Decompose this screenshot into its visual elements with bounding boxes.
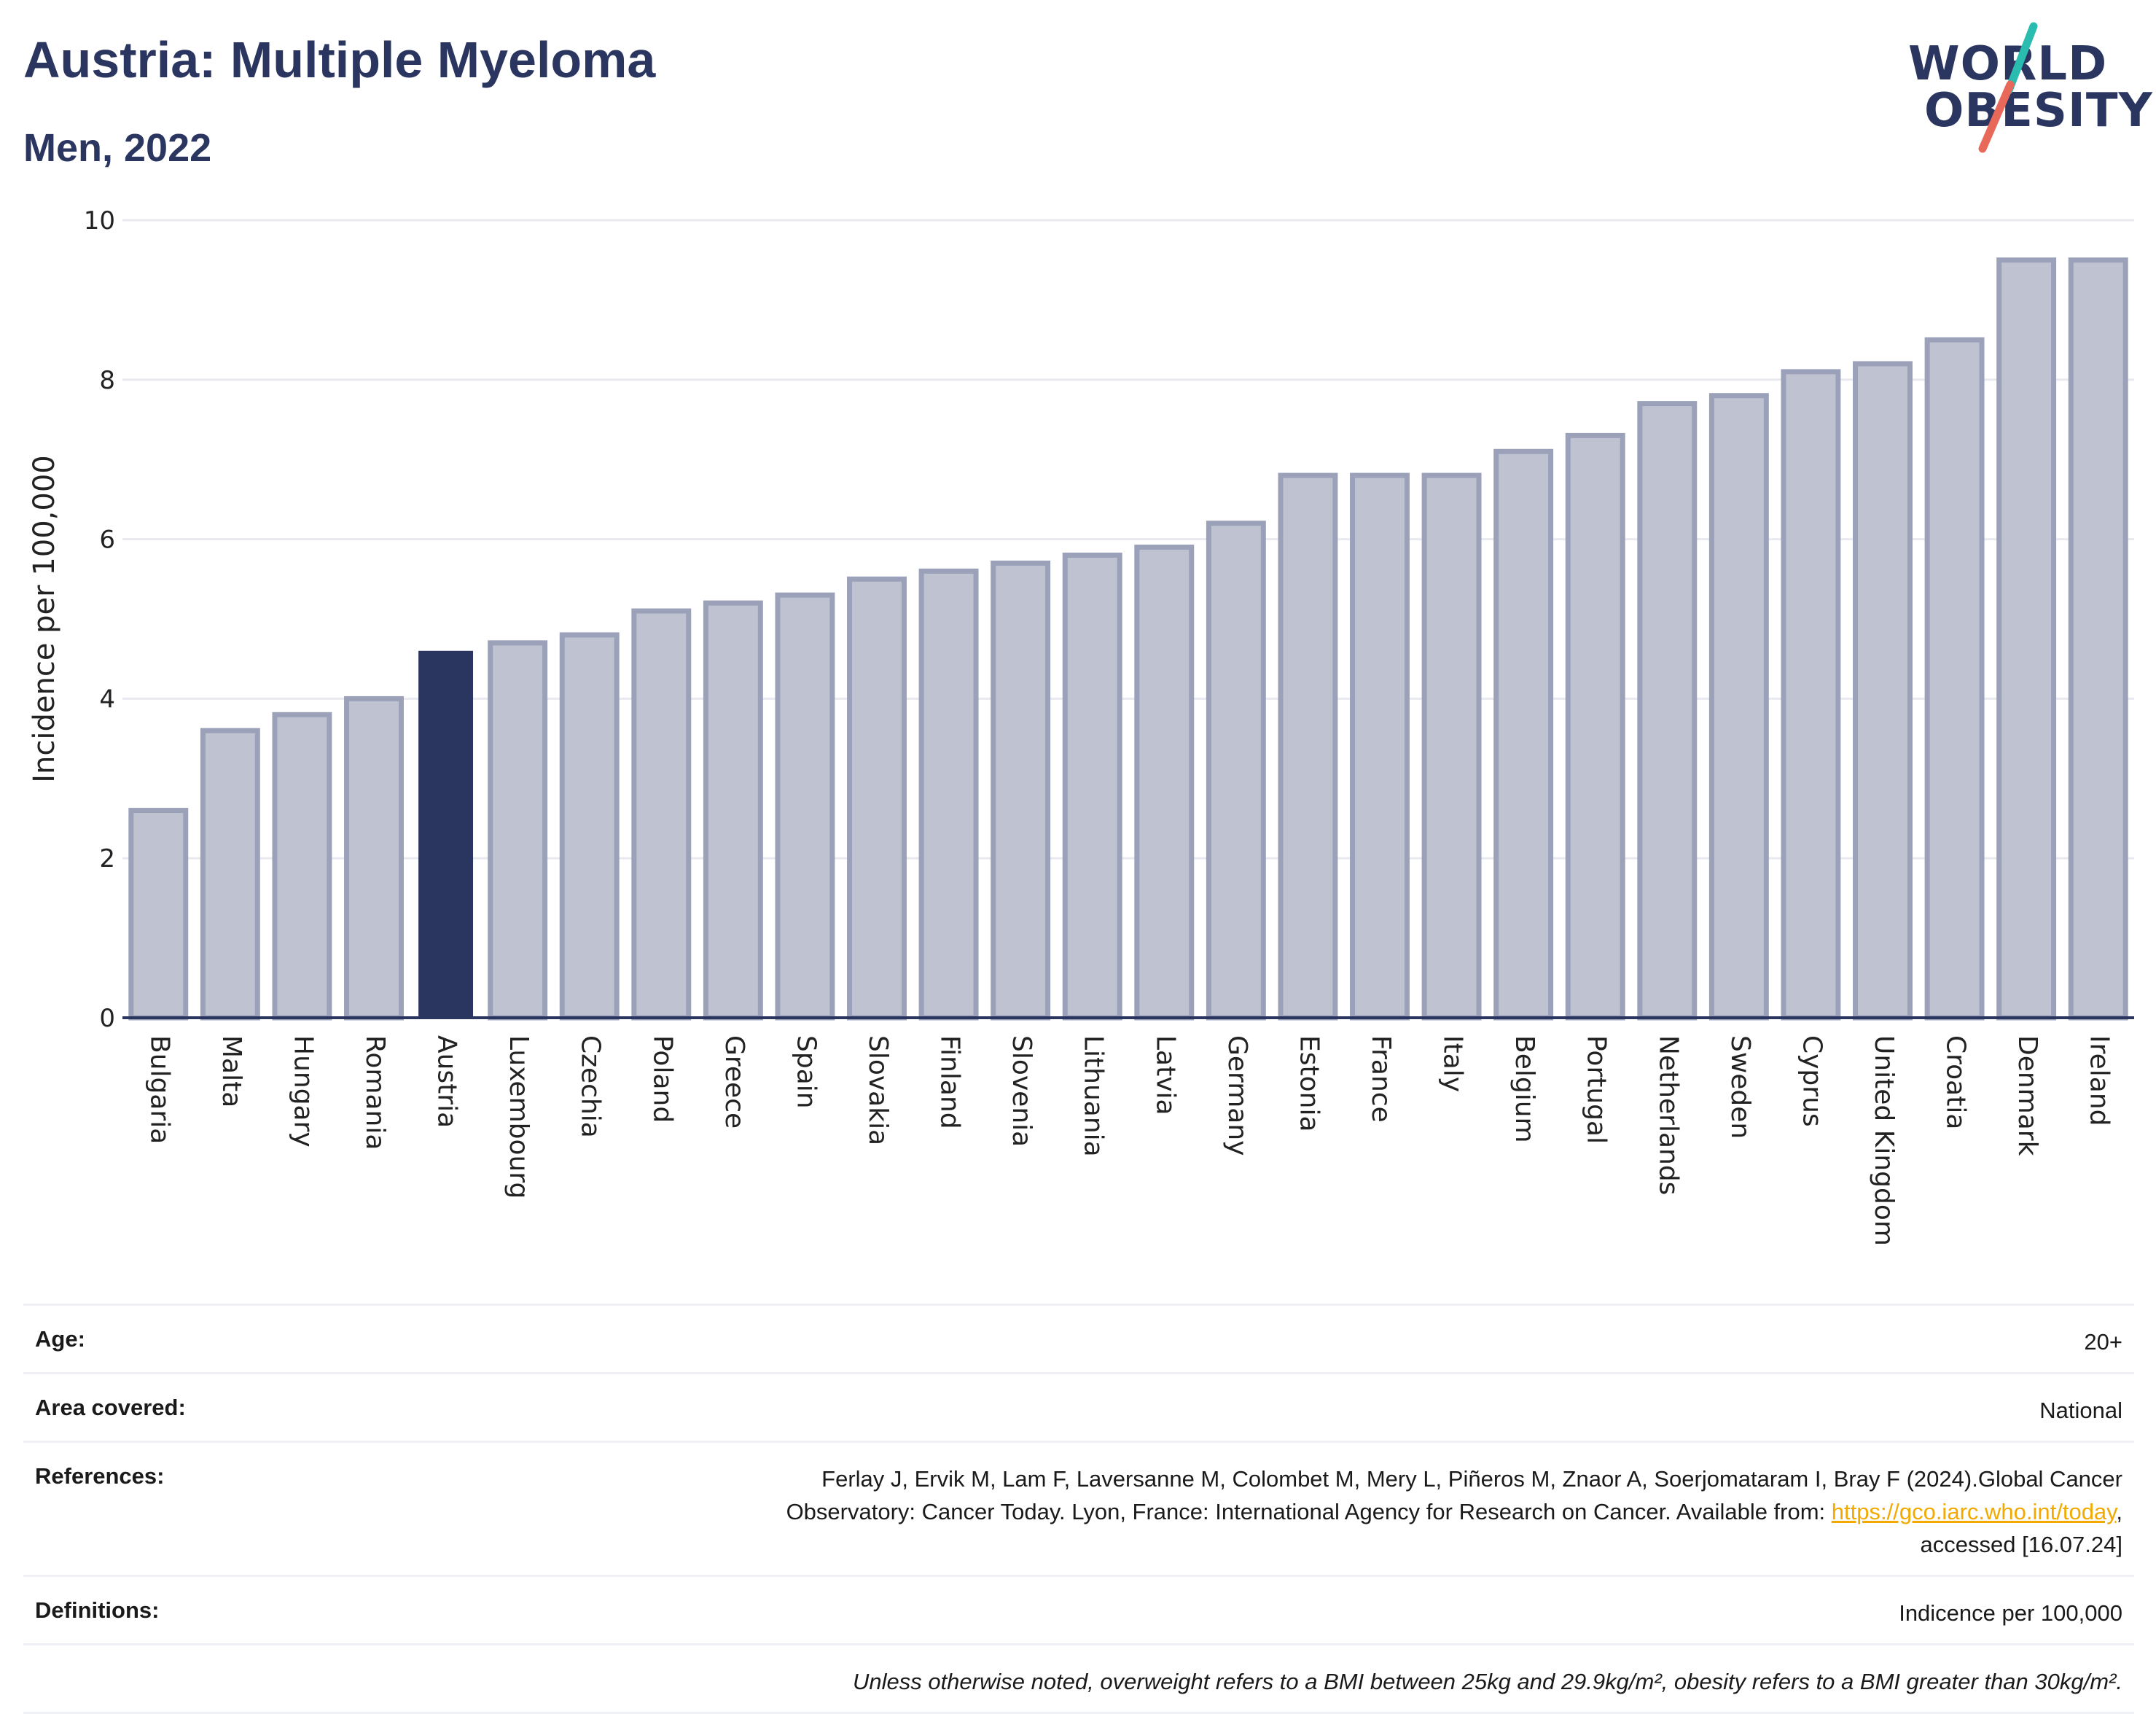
bar <box>272 712 332 1021</box>
bar <box>1493 448 1554 1021</box>
logo-word-obesity: OBESITY <box>1924 84 2153 138</box>
category-label: Italy <box>1438 1035 1468 1092</box>
reference-accessed: accessed [16.07.24] <box>1920 1531 2122 1557</box>
meta-age-label: Age: <box>35 1326 85 1352</box>
meta-definitions-value: Indicence per 100,000 <box>1899 1600 2122 1626</box>
logo-slash-teal <box>2004 22 2038 95</box>
logo-word-world: WORLD <box>1908 37 2108 91</box>
meta-definitions-label: Definitions: <box>35 1597 160 1623</box>
bar <box>1708 393 1769 1021</box>
bar <box>344 696 404 1021</box>
y-axis-title: Incidence per 100,000 <box>28 455 61 783</box>
category-label: Malta <box>216 1035 246 1107</box>
category-label: Sweden <box>1725 1035 1755 1139</box>
y-tick-label: 2 <box>99 844 115 873</box>
logo-slash-coral <box>1978 80 2015 153</box>
bar <box>1853 361 1913 1021</box>
category-label: Ireland <box>2085 1035 2114 1126</box>
bar <box>918 568 979 1021</box>
reference-comma: , <box>2116 1498 2122 1524</box>
reference-line-2: Observatory: Cancer Today. Lyon, France:… <box>786 1498 1832 1524</box>
category-label: Poland <box>647 1035 677 1123</box>
bar <box>488 640 548 1021</box>
bar <box>1637 401 1698 1021</box>
meta-row-references: References: Ferlay J, Ervik M, Lam F, La… <box>23 1440 2134 1575</box>
bar-chart: 0 2 4 6 8 10 Bulgaria Malta Hungary Romania Austri… <box>28 206 2134 1246</box>
category-label: Portugal <box>1582 1035 1612 1144</box>
y-tick-label: 6 <box>99 526 115 555</box>
category-label: Germany <box>1222 1035 1252 1156</box>
category-label: Slovenia <box>1007 1035 1036 1147</box>
meta-age-value: 20+ <box>2084 1329 2122 1355</box>
category-label: Lithuania <box>1079 1035 1109 1157</box>
category-label: Bulgaria <box>144 1035 174 1144</box>
bar <box>1781 369 1841 1021</box>
y-tick-label: 10 <box>84 206 115 235</box>
meta-row-age: Age: 20+ <box>23 1304 2134 1372</box>
bar <box>418 650 474 1018</box>
y-tick-label: 4 <box>99 685 115 714</box>
y-tick-label: 0 <box>99 1004 115 1033</box>
category-label: Hungary <box>288 1035 318 1148</box>
bar <box>2068 257 2128 1021</box>
chart-subtitle: Men, 2022 <box>23 126 212 170</box>
category-label: Netherlands <box>1653 1035 1683 1195</box>
bar <box>991 560 1051 1021</box>
category-label: Croatia <box>1941 1035 1971 1129</box>
category-label: Romania <box>360 1035 390 1150</box>
bar <box>128 808 189 1021</box>
meta-row-area: Area covered: National <box>23 1371 2134 1441</box>
category-label: Cyprus <box>1797 1035 1827 1127</box>
meta-area-label: Area covered: <box>35 1394 186 1420</box>
bar <box>1565 432 1625 1021</box>
category-label: Spain <box>791 1035 821 1109</box>
bar <box>1134 545 1195 1021</box>
bar <box>703 600 763 1021</box>
bar <box>559 632 620 1021</box>
bar <box>775 592 835 1021</box>
category-label: Latvia <box>1150 1035 1180 1115</box>
category-label: Slovakia <box>863 1035 893 1145</box>
category-label: Estonia <box>1294 1035 1324 1132</box>
category-label: Belgium <box>1509 1035 1539 1143</box>
bar <box>200 728 260 1021</box>
chart-title: Austria: Multiple Myeloma <box>23 31 656 88</box>
category-label: Luxembourg <box>504 1035 534 1199</box>
reference-link[interactable]: https://gco.iarc.who.int/today <box>1831 1498 2117 1524</box>
logo-slash-icon <box>1978 22 2038 153</box>
meta-row-note: Unless otherwise noted, overweight refer… <box>23 1643 2134 1714</box>
world-obesity-logo: WORLD OBESITY <box>1895 20 2152 159</box>
category-label: Czechia <box>576 1035 606 1138</box>
bar <box>1206 521 1266 1021</box>
y-tick-label: 8 <box>99 366 115 395</box>
category-label: Denmark <box>2012 1035 2042 1156</box>
bar <box>1278 472 1338 1021</box>
bmi-note: Unless otherwise noted, overweight refer… <box>852 1668 2122 1694</box>
metadata-table: Age: 20+ Area covered: National Referenc… <box>23 1304 2134 1714</box>
category-label: United Kingdom <box>1869 1035 1899 1246</box>
bar <box>1996 257 2057 1021</box>
bar <box>1350 472 1410 1021</box>
category-label: Austria <box>432 1035 462 1128</box>
bar <box>1062 552 1122 1021</box>
bar <box>631 608 692 1021</box>
bar <box>1421 472 1482 1021</box>
meta-row-definitions: Definitions: Indicence per 100,000 <box>23 1574 2134 1643</box>
bar <box>1924 337 1985 1021</box>
category-label: Greece <box>719 1035 749 1129</box>
reference-line-1: Ferlay J, Ervik M, Lam F, Laversanne M, … <box>821 1465 2122 1492</box>
category-label: France <box>1366 1035 1396 1123</box>
meta-references-label: References: <box>35 1462 165 1489</box>
category-label: Finland <box>935 1035 965 1129</box>
meta-references-value: Ferlay J, Ervik M, Lam F, Laversanne M, … <box>341 1463 2122 1562</box>
meta-area-value: National <box>2039 1397 2122 1423</box>
bar <box>847 576 907 1021</box>
